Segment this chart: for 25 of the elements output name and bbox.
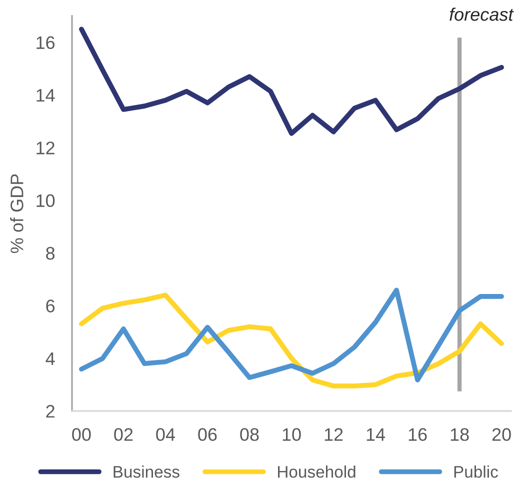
x-tick-label: 06 xyxy=(198,428,217,441)
legend-label: Public xyxy=(454,466,498,478)
x-tick-label: 08 xyxy=(240,428,259,441)
y-tick-label: 6 xyxy=(46,300,55,312)
ref-line-label: forecast xyxy=(450,8,514,21)
x-tick-label: 18 xyxy=(450,428,469,441)
y-tick-label: 16 xyxy=(36,36,55,50)
y-tick-label: 2 xyxy=(46,404,54,418)
y-tick-label: 14 xyxy=(36,89,55,102)
y-tick-label: 4 xyxy=(46,352,55,365)
y-tick-label: 8 xyxy=(46,246,55,260)
line-series xyxy=(79,26,504,136)
x-tick-label: 16 xyxy=(408,428,427,441)
x-tick-label: 20 xyxy=(492,428,511,441)
y-tick-label: 10 xyxy=(36,194,55,208)
legend-label: Household xyxy=(278,466,356,478)
x-tick-label: 10 xyxy=(282,428,301,441)
x-tick-label: 04 xyxy=(156,428,175,441)
y-tick-label: 12 xyxy=(36,142,54,154)
x-tick-label: 12 xyxy=(324,428,343,441)
x-tick-label: 14 xyxy=(366,428,386,441)
legend-label: Business xyxy=(114,466,180,478)
x-tick-label: 02 xyxy=(114,428,133,441)
y-axis-title: % of GDP xyxy=(10,174,24,253)
x-tick-label: 00 xyxy=(72,428,91,441)
